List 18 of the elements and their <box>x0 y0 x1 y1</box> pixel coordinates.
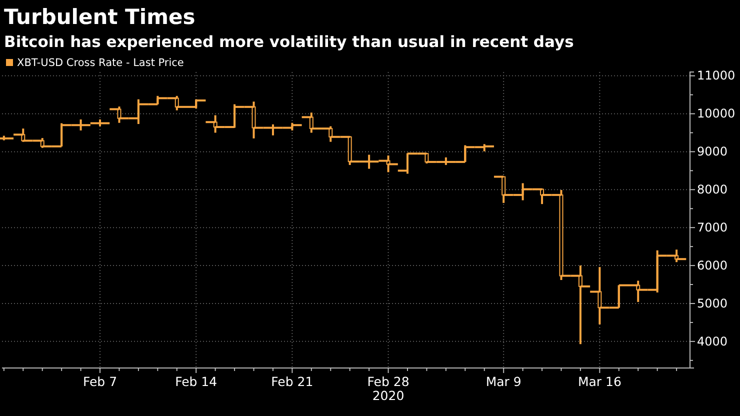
y-tick-label: 11000 <box>697 68 736 83</box>
y-tick-label: 6000 <box>697 258 728 272</box>
y-tick-label: 9000 <box>697 144 728 159</box>
y-tick-label: 5000 <box>697 296 728 310</box>
y-tick-label: 8000 <box>697 182 728 196</box>
chart-subtitle: Bitcoin has experienced more volatility than usual in recent days <box>4 33 574 51</box>
x-tick-label: Mar 16 <box>578 374 622 389</box>
x-tick-label: Feb 21 <box>271 374 314 389</box>
x-axis-title: 2020 <box>372 388 404 403</box>
x-tick-label: Mar 9 <box>486 374 522 389</box>
x-tick-label: Feb 7 <box>82 374 118 389</box>
chart-title: Turbulent Times <box>4 5 196 29</box>
y-tick-label: 4000 <box>697 334 728 348</box>
x-tick-label: Feb 14 <box>175 374 218 389</box>
y-tick-label: 7000 <box>697 220 728 234</box>
y-tick-label: 10000 <box>697 106 736 121</box>
x-tick-label: Feb 28 <box>367 374 410 389</box>
legend-label: XBT-USD Cross Rate - Last Price <box>17 57 184 69</box>
